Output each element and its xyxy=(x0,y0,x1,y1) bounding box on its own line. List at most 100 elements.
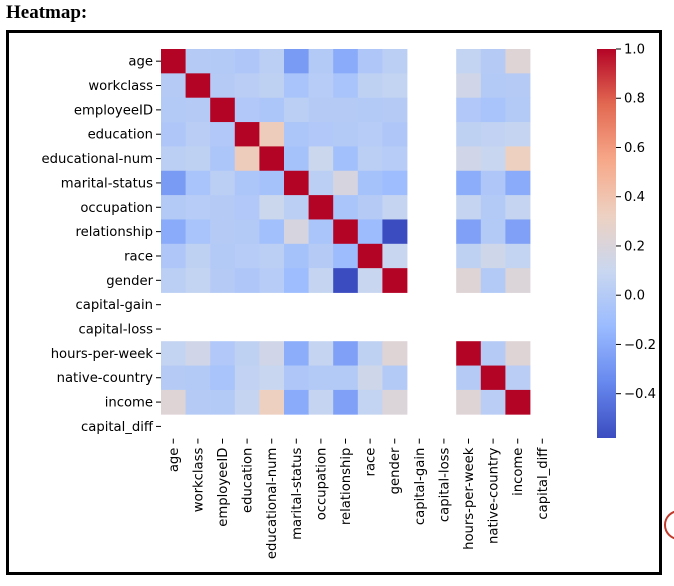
heatmap-cell xyxy=(161,268,186,293)
heatmap-cell xyxy=(284,365,309,391)
heatmap-cell xyxy=(333,146,359,172)
heatmap-cell xyxy=(505,122,531,147)
heatmap-cell xyxy=(210,195,236,220)
floating-circle-button[interactable] xyxy=(664,510,674,540)
heatmap-cell xyxy=(185,268,211,293)
heatmap-cell xyxy=(357,341,383,366)
heatmap-cell xyxy=(234,365,260,391)
colorbar-tick-label: 0.2 xyxy=(624,239,645,254)
x-tick-label: capital-gain xyxy=(413,448,428,526)
heatmap-cell xyxy=(357,389,383,415)
heatmap-cell xyxy=(382,195,408,220)
heatmap-cell xyxy=(185,341,211,366)
heatmap-cell xyxy=(284,97,309,123)
heatmap-cell xyxy=(480,170,506,196)
heatmap-cell xyxy=(456,97,482,123)
heatmap-cell xyxy=(308,219,334,245)
heatmap-cell xyxy=(284,219,309,245)
x-tick-label: capital-loss xyxy=(437,447,452,522)
heatmap-cell xyxy=(284,268,309,293)
heatmap-cell xyxy=(333,97,359,123)
heatmap-cell xyxy=(259,49,285,74)
heatmap-cell xyxy=(234,170,260,196)
x-tick-label: employeeID xyxy=(216,448,231,527)
colorbar-tick-label: −0.4 xyxy=(624,387,656,402)
heatmap-cell xyxy=(161,365,186,391)
heatmap-cell xyxy=(210,243,236,269)
heatmap-cell xyxy=(505,195,531,220)
heatmap-cell xyxy=(234,195,260,220)
y-tick-label: occupation xyxy=(80,201,153,216)
heatmap-cell xyxy=(284,49,309,74)
heatmap-cell xyxy=(284,389,309,415)
heatmap-cell xyxy=(234,73,260,99)
heatmap-cell xyxy=(382,219,408,245)
heatmap-cell xyxy=(210,341,236,366)
y-tick-label: workclass xyxy=(88,79,153,94)
heatmap-cell xyxy=(357,73,383,99)
heatmap-cell xyxy=(161,170,186,196)
heatmap-cell xyxy=(185,97,211,123)
heatmap-cell xyxy=(210,268,236,293)
y-tick-label: hours-per-week xyxy=(51,347,154,362)
heatmap-cell xyxy=(308,49,334,74)
heatmap-cell xyxy=(234,122,260,147)
heatmap-cell xyxy=(456,365,482,391)
heatmap-cell xyxy=(284,170,309,196)
heatmap-cell xyxy=(161,243,186,269)
x-tick-label: workclass xyxy=(191,447,206,512)
heatmap-cell xyxy=(505,268,531,293)
heatmap-cell xyxy=(308,365,334,391)
heatmap-cell xyxy=(161,97,186,123)
heatmap-cell xyxy=(333,122,359,147)
y-tick-label: marital-status xyxy=(61,176,153,191)
y-tick-label: employeeID xyxy=(74,103,153,118)
heatmap-cell xyxy=(456,49,482,74)
heatmap-cell xyxy=(505,219,531,245)
heatmap-cell xyxy=(456,341,482,366)
heatmap-cell xyxy=(308,97,334,123)
y-tick-label: relationship xyxy=(75,225,153,240)
heatmap-cell xyxy=(308,195,334,220)
y-tick-label: educational-num xyxy=(41,152,153,167)
heatmap-cell xyxy=(505,146,531,172)
x-tick-label: income xyxy=(511,448,526,496)
x-tick-label: age xyxy=(167,448,182,473)
heatmap-cell xyxy=(259,219,285,245)
heatmap-cell xyxy=(234,389,260,415)
heatmap-cell xyxy=(234,341,260,366)
heatmap-cell xyxy=(308,389,334,415)
heatmap-cell xyxy=(308,170,334,196)
heatmap-cell xyxy=(480,146,506,172)
heatmap-cell xyxy=(185,73,211,99)
heatmap-cell xyxy=(185,170,211,196)
heatmap-cell xyxy=(505,341,531,366)
y-tick-label: native-country xyxy=(57,371,154,386)
heatmap-cell xyxy=(456,219,482,245)
heatmap-cell xyxy=(480,195,506,220)
y-tick-label: capital-loss xyxy=(78,323,153,338)
heatmap-cell xyxy=(333,170,359,196)
heatmap-cell xyxy=(382,243,408,269)
heatmap-cell xyxy=(333,341,359,366)
colorbar-tick-label: 0.0 xyxy=(624,289,645,304)
heatmap-cell xyxy=(259,365,285,391)
heatmap-cell xyxy=(259,73,285,99)
heatmap-cell xyxy=(234,219,260,245)
heatmap-cell xyxy=(480,219,506,245)
heatmap-cell xyxy=(505,170,531,196)
heatmap-cell xyxy=(456,389,482,415)
colorbar-strip xyxy=(597,49,616,438)
heatmap-cell xyxy=(210,97,236,123)
heatmap-cell xyxy=(480,365,506,391)
heatmap-cell xyxy=(210,170,236,196)
heatmap-cell xyxy=(284,243,309,269)
y-tick-label: race xyxy=(124,249,153,264)
heatmap-cell xyxy=(308,341,334,366)
colorbar-tick-label: 0.6 xyxy=(624,141,645,156)
heatmap-cell xyxy=(161,341,186,366)
heatmap-cell xyxy=(259,97,285,123)
heatmap-cell xyxy=(259,170,285,196)
heatmap-cell xyxy=(185,195,211,220)
heatmap-cell xyxy=(259,389,285,415)
